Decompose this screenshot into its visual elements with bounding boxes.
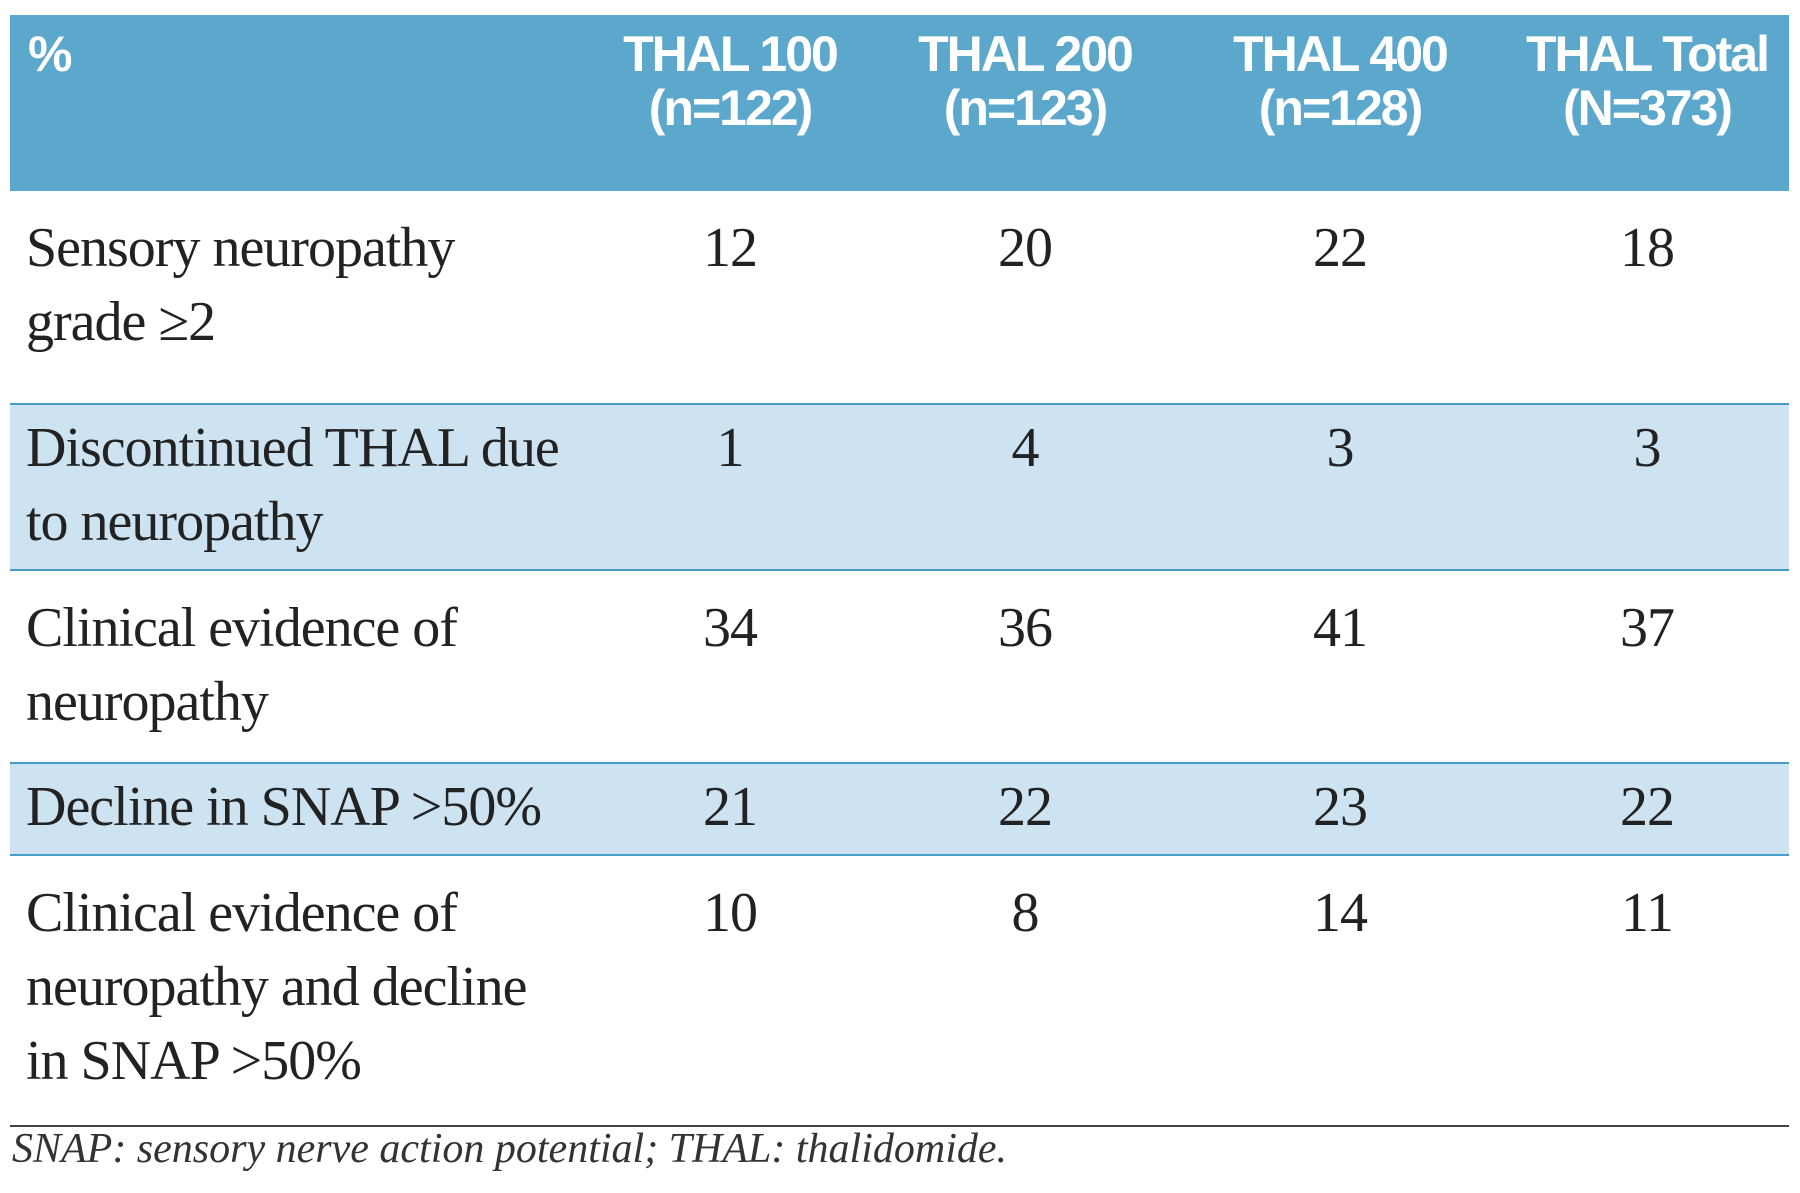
cell-value: 41 xyxy=(1313,597,1368,659)
cell-value: 22 xyxy=(875,762,1175,856)
table-body: Sensory neuropathy grade ≥2 12 20 22 18 Disco… xyxy=(10,191,1789,1127)
cell-value: 1 xyxy=(585,403,875,571)
cell-value: 34 xyxy=(703,597,758,659)
column-n: (n=122) xyxy=(648,80,813,136)
column-header: THAL 100 (n=122) xyxy=(585,15,875,191)
table-row: Clinical evidence of neuropathy 34 36 41 37 xyxy=(10,570,1789,763)
cell-value: 3 xyxy=(1175,403,1505,571)
row-label: Sensory neuropathy grade ≥2 xyxy=(26,217,455,353)
column-n: (n=123) xyxy=(943,80,1108,136)
cell-value: 37 xyxy=(1620,597,1675,659)
column-header: THAL Total (N=373) xyxy=(1505,15,1789,191)
cell-value: 11 xyxy=(1505,855,1789,1127)
table-row: Decline in SNAP >50% 21 22 23 22 xyxy=(10,762,1789,856)
row-label: Decline in SNAP >50% xyxy=(10,762,585,856)
cell-value: 3 xyxy=(1505,403,1789,571)
cell-value: 14 xyxy=(1175,855,1505,1127)
cell-value: 22 xyxy=(1505,762,1789,856)
cell-value: 36 xyxy=(998,597,1053,659)
column-n: (N=373) xyxy=(1562,80,1733,136)
cell-value: 21 xyxy=(585,762,875,856)
cell-value: 20 xyxy=(998,217,1053,279)
column-header: THAL 200 (n=123) xyxy=(875,15,1175,191)
data-table: % THAL 100 (n=122) THAL 200 (n=123) THAL 400… xyxy=(10,15,1789,1127)
cell-value: 23 xyxy=(1175,762,1505,856)
row-label: Clinical evidence of neuropathy and decl… xyxy=(10,855,585,1127)
table-row: Clinical evidence of neuropathy and decl… xyxy=(10,855,1789,1127)
cell-value: 22 xyxy=(1313,217,1368,279)
cell-value: 8 xyxy=(875,855,1175,1127)
header-row: % THAL 100 (n=122) THAL 200 (n=123) THAL 400… xyxy=(10,15,1789,191)
column-header: THAL 400 (n=128) xyxy=(1175,15,1505,191)
table-row: Sensory neuropathy grade ≥2 12 20 22 18 xyxy=(10,191,1789,404)
cell-value: 4 xyxy=(875,403,1175,571)
cell-value: 10 xyxy=(585,855,875,1127)
column-name: THAL Total xyxy=(1525,26,1770,82)
footnote: SNAP: sensory nerve action potential; TH… xyxy=(12,1126,1008,1172)
column-name: THAL 100 xyxy=(623,26,839,82)
column-name: THAL 200 xyxy=(918,26,1134,82)
cell-value: 18 xyxy=(1620,217,1675,279)
row-label: Discontinued THAL due to neuropathy xyxy=(10,403,585,571)
corner-cell: % xyxy=(10,15,585,191)
column-n: (n=128) xyxy=(1258,80,1423,136)
table-row: Discontinued THAL due to neuropathy 1 4 3 3 xyxy=(10,403,1789,571)
cell-value: 12 xyxy=(703,217,758,279)
column-name: THAL 400 xyxy=(1233,26,1449,82)
row-label: Clinical evidence of neuropathy xyxy=(26,597,458,733)
